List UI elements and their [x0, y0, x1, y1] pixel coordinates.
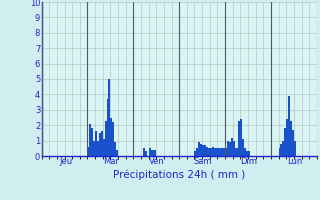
Bar: [195, 151, 196, 156]
Bar: [240, 119, 242, 156]
Bar: [87, 147, 89, 156]
Bar: [219, 148, 221, 156]
Bar: [221, 148, 223, 156]
Bar: [204, 145, 206, 156]
Bar: [101, 131, 103, 156]
Bar: [282, 141, 284, 156]
Bar: [105, 121, 107, 156]
Bar: [200, 144, 202, 156]
Bar: [202, 145, 204, 156]
Bar: [223, 148, 225, 156]
Bar: [208, 148, 210, 156]
Bar: [238, 121, 240, 156]
Bar: [148, 148, 150, 156]
Bar: [145, 151, 147, 156]
Bar: [284, 128, 286, 156]
Bar: [229, 142, 231, 156]
Bar: [99, 133, 101, 156]
Bar: [154, 150, 156, 156]
Bar: [233, 141, 235, 156]
Bar: [150, 150, 152, 156]
Bar: [110, 117, 112, 156]
Bar: [196, 148, 198, 156]
Bar: [215, 148, 217, 156]
Bar: [210, 148, 212, 156]
Bar: [217, 148, 219, 156]
Bar: [152, 150, 154, 156]
Bar: [236, 148, 238, 156]
Bar: [225, 148, 227, 156]
Bar: [95, 131, 97, 156]
Bar: [235, 148, 236, 156]
Bar: [292, 130, 294, 156]
Bar: [248, 151, 250, 156]
Bar: [288, 96, 290, 156]
Bar: [103, 139, 105, 156]
Bar: [93, 141, 95, 156]
Bar: [212, 147, 214, 156]
Bar: [244, 148, 246, 156]
Bar: [206, 147, 208, 156]
Bar: [246, 151, 248, 156]
Bar: [231, 138, 233, 156]
Bar: [198, 142, 200, 156]
Bar: [143, 148, 145, 156]
Bar: [214, 148, 215, 156]
Bar: [107, 99, 108, 156]
Bar: [91, 128, 93, 156]
Bar: [97, 141, 99, 156]
Bar: [279, 148, 281, 156]
Bar: [89, 124, 91, 156]
Bar: [108, 79, 110, 156]
Bar: [290, 121, 292, 156]
Bar: [114, 142, 116, 156]
Bar: [286, 119, 288, 156]
Bar: [294, 141, 296, 156]
Bar: [227, 141, 229, 156]
X-axis label: Précipitations 24h ( mm ): Précipitations 24h ( mm ): [113, 169, 245, 180]
Bar: [116, 150, 118, 156]
Bar: [112, 122, 114, 156]
Bar: [242, 139, 244, 156]
Bar: [281, 144, 282, 156]
